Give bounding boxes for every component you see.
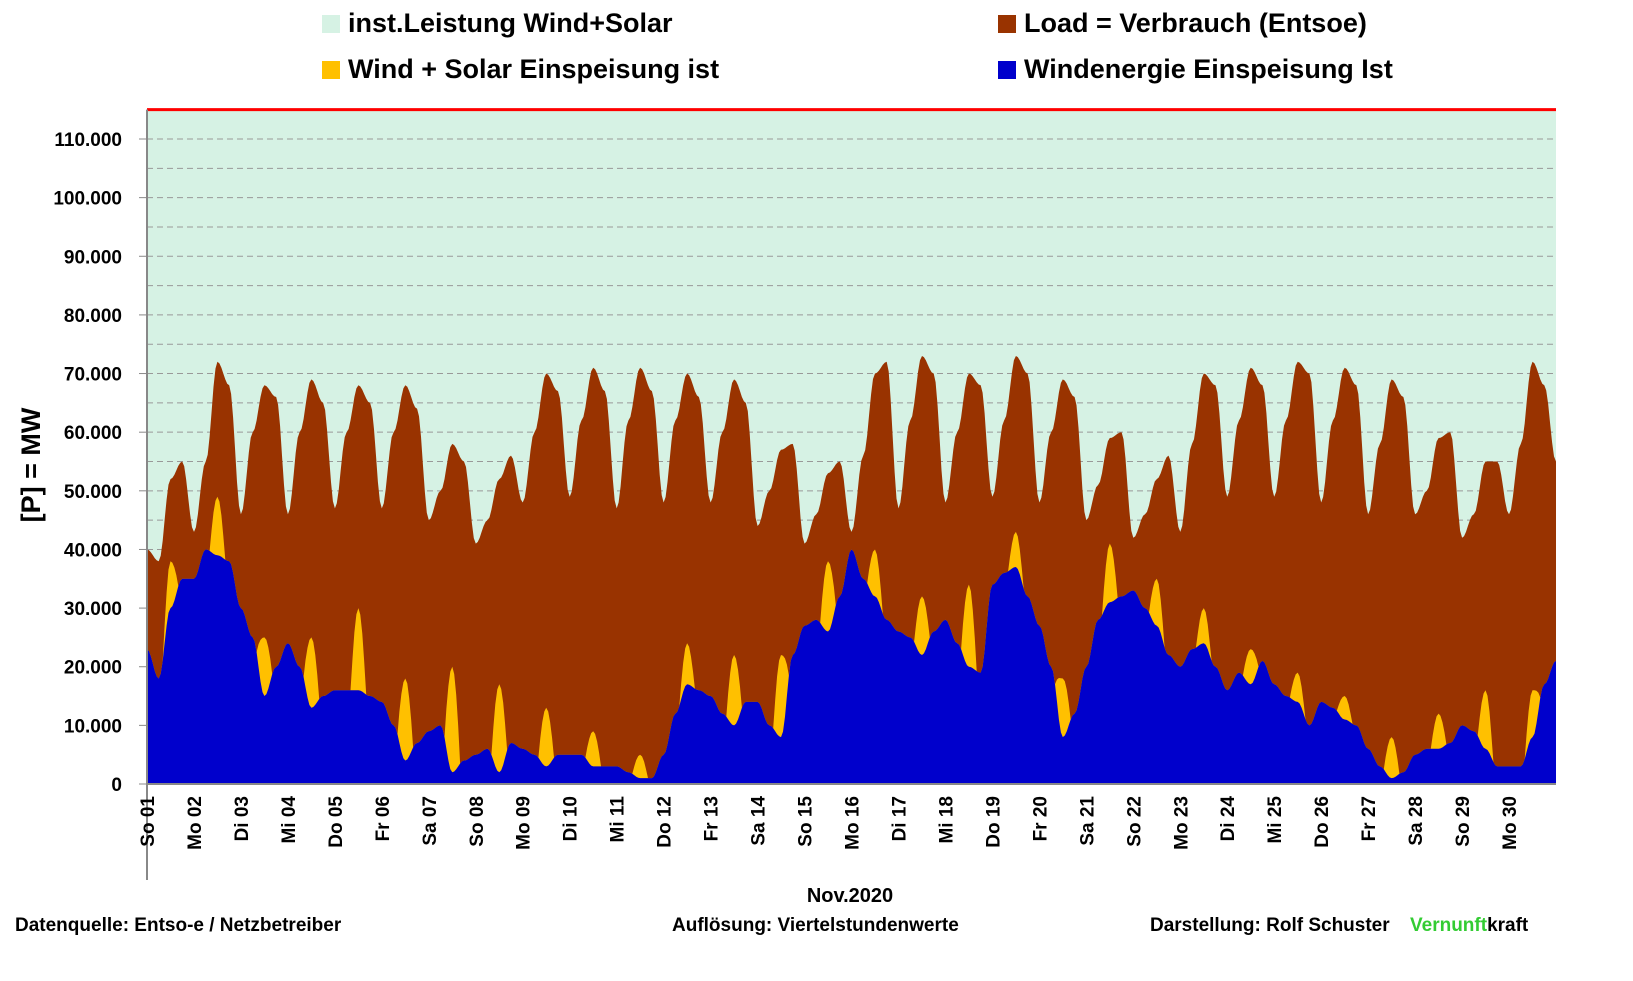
- x-tick-label: Mi 11: [608, 796, 629, 843]
- legend-swatch: [998, 14, 1016, 33]
- footer-source: Datenquelle: Entso-e / Netzbetreiber: [15, 915, 342, 936]
- y-tick-label: 100.000: [53, 189, 122, 210]
- x-tick-label: So 01: [138, 796, 159, 847]
- x-tick-label: Sa 07: [420, 796, 441, 846]
- x-tick-label: Fr 20: [1030, 796, 1051, 841]
- x-axis-label: Nov.2020: [807, 885, 893, 907]
- x-tick-label: So 08: [467, 796, 488, 847]
- x-tick-label: Mi 25: [1265, 796, 1286, 844]
- y-tick-label: 0: [111, 775, 122, 796]
- legend-installed: inst.Leistung Wind+Solar: [322, 8, 673, 39]
- x-tick-label: Di 17: [889, 796, 910, 841]
- x-tick-label: Mo 09: [514, 796, 535, 850]
- y-tick-label: 60.000: [64, 423, 122, 444]
- x-tick-label: Fr 27: [1359, 796, 1380, 841]
- x-tick-label: Do 26: [1312, 796, 1333, 848]
- brand-black: kraft: [1487, 915, 1529, 936]
- footer-brand: Vernunftkraft: [1410, 915, 1528, 937]
- x-tick-label: So 29: [1453, 796, 1474, 847]
- legend-wind-solar: Wind + Solar Einspeisung ist: [322, 54, 719, 85]
- y-tick-label: 50.000: [64, 482, 122, 503]
- legend-label: Wind + Solar Einspeisung ist: [348, 54, 720, 84]
- legend-wind: Windenergie Einspeisung Ist: [998, 54, 1393, 85]
- legend-label: Windenergie Einspeisung Ist: [1024, 54, 1393, 84]
- x-tick-label: Di 03: [232, 796, 253, 841]
- x-tick-label: Fr 13: [702, 796, 723, 841]
- y-tick-label: 80.000: [64, 306, 122, 327]
- y-tick-label: 90.000: [64, 247, 122, 268]
- x-tick-label: Di 10: [561, 796, 582, 841]
- x-tick-label: So 15: [796, 796, 817, 847]
- footer-resolution: Auflösung: Viertelstundenwerte: [672, 915, 959, 936]
- footer-author: Darstellung: Rolf Schuster: [1150, 915, 1390, 936]
- wind-area: [147, 549, 1556, 784]
- legend-swatch: [322, 60, 340, 79]
- x-tick-label: Fr 06: [373, 796, 394, 841]
- y-tick-label: 70.000: [64, 365, 122, 386]
- legend-swatch: [998, 60, 1016, 79]
- x-tick-label: Do 12: [655, 796, 676, 848]
- brand-green: Vernunft: [1410, 915, 1488, 936]
- x-tick-label: Do 05: [326, 796, 347, 848]
- x-tick-label: Sa 21: [1077, 796, 1098, 846]
- x-tick-label: Mi 04: [279, 796, 300, 844]
- x-tick-label: Sa 14: [749, 796, 770, 846]
- x-tick-label: Mo 02: [185, 796, 206, 850]
- y-tick-label: 110.000: [54, 130, 122, 151]
- y-tick-label: 30.000: [64, 599, 122, 620]
- legend-swatch: [322, 14, 340, 33]
- x-tick-label: Di 24: [1218, 796, 1239, 842]
- x-tick-label: Mo 16: [843, 796, 864, 850]
- y-tick-label: 10.000: [64, 716, 122, 737]
- y-tick-label: 40.000: [64, 540, 122, 561]
- y-axis-label: [P] = MW: [16, 407, 46, 522]
- x-tick-label: So 22: [1124, 796, 1145, 847]
- legend-label: Load = Verbrauch (Entsoe): [1024, 8, 1367, 38]
- x-tick-label: Mo 23: [1171, 796, 1192, 850]
- legend-label: inst.Leistung Wind+Solar: [348, 8, 673, 38]
- x-tick-label: Mo 30: [1500, 796, 1521, 850]
- x-tick-label: Mi 18: [936, 796, 957, 844]
- y-tick-label: 20.000: [64, 658, 122, 679]
- x-tick-label: Do 19: [983, 796, 1004, 848]
- x-tick-label: Sa 28: [1406, 796, 1427, 846]
- legend-load: Load = Verbrauch (Entsoe): [998, 8, 1367, 39]
